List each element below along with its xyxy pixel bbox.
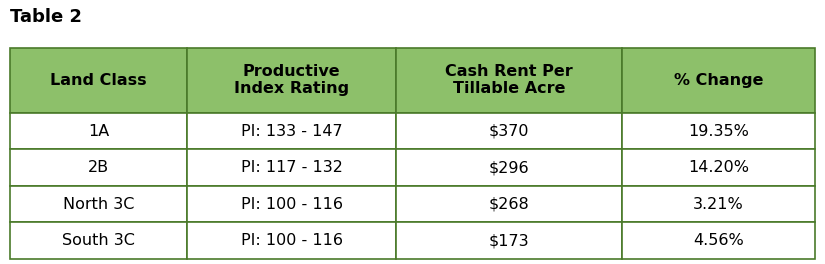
Text: PI: 100 - 116: PI: 100 - 116 xyxy=(241,197,342,212)
Text: North 3C: North 3C xyxy=(63,197,134,212)
FancyBboxPatch shape xyxy=(187,186,396,222)
FancyBboxPatch shape xyxy=(187,48,396,113)
FancyBboxPatch shape xyxy=(10,222,187,259)
FancyBboxPatch shape xyxy=(622,222,815,259)
Text: Productive
Index Rating: Productive Index Rating xyxy=(234,64,349,97)
FancyBboxPatch shape xyxy=(10,113,187,149)
Text: Table 2: Table 2 xyxy=(10,8,82,26)
Text: Land Class: Land Class xyxy=(50,73,147,88)
Text: $370: $370 xyxy=(489,124,530,139)
FancyBboxPatch shape xyxy=(10,149,187,186)
Text: Cash Rent Per
Tillable Acre: Cash Rent Per Tillable Acre xyxy=(446,64,573,97)
FancyBboxPatch shape xyxy=(187,113,396,149)
Text: 14.20%: 14.20% xyxy=(688,160,749,175)
FancyBboxPatch shape xyxy=(622,48,815,113)
Text: $173: $173 xyxy=(488,233,530,248)
Text: $296: $296 xyxy=(488,160,530,175)
Text: % Change: % Change xyxy=(674,73,763,88)
FancyBboxPatch shape xyxy=(396,222,622,259)
FancyBboxPatch shape xyxy=(396,149,622,186)
Text: 4.56%: 4.56% xyxy=(693,233,744,248)
FancyBboxPatch shape xyxy=(622,113,815,149)
Text: PI: 100 - 116: PI: 100 - 116 xyxy=(241,233,342,248)
FancyBboxPatch shape xyxy=(396,48,622,113)
FancyBboxPatch shape xyxy=(10,48,187,113)
FancyBboxPatch shape xyxy=(187,149,396,186)
FancyBboxPatch shape xyxy=(396,113,622,149)
Text: 3.21%: 3.21% xyxy=(693,197,744,212)
FancyBboxPatch shape xyxy=(396,186,622,222)
Text: $268: $268 xyxy=(488,197,530,212)
FancyBboxPatch shape xyxy=(622,149,815,186)
Text: 2B: 2B xyxy=(88,160,109,175)
FancyBboxPatch shape xyxy=(622,186,815,222)
Text: South 3C: South 3C xyxy=(62,233,135,248)
FancyBboxPatch shape xyxy=(10,186,187,222)
Text: 19.35%: 19.35% xyxy=(688,124,749,139)
Text: PI: 117 - 132: PI: 117 - 132 xyxy=(241,160,342,175)
Text: PI: 133 - 147: PI: 133 - 147 xyxy=(241,124,342,139)
FancyBboxPatch shape xyxy=(187,222,396,259)
Text: 1A: 1A xyxy=(87,124,109,139)
